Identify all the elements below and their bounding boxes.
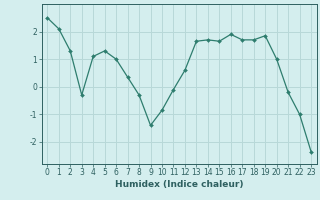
- X-axis label: Humidex (Indice chaleur): Humidex (Indice chaleur): [115, 180, 244, 189]
